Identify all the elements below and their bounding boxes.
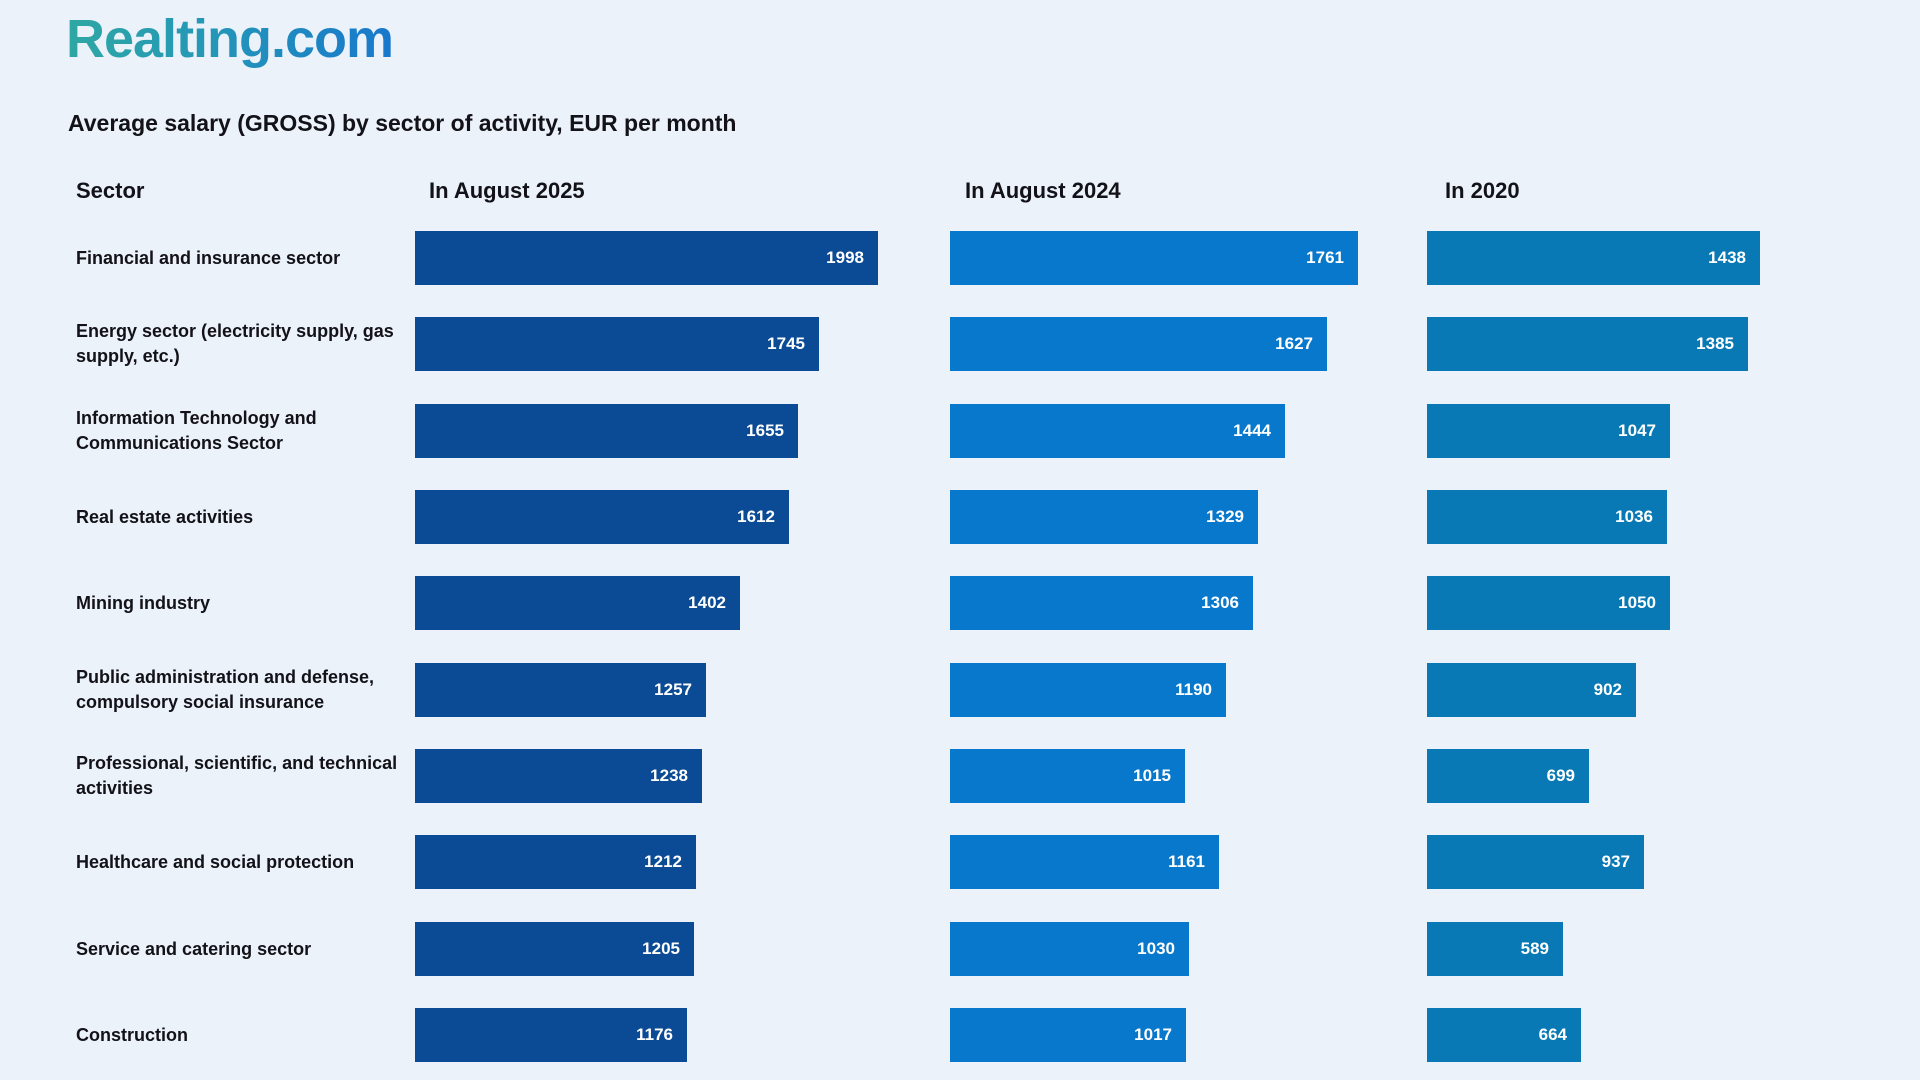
- bar-value: 1017: [1134, 1025, 1172, 1044]
- bar-value: 1444: [1233, 421, 1271, 440]
- bar-aug-2025: 1238: [415, 749, 702, 803]
- bar-aug-2024: 1329: [950, 490, 1258, 544]
- bar-value: 902: [1593, 680, 1622, 699]
- bar-value: 1329: [1206, 507, 1244, 526]
- bar-value: 1627: [1275, 334, 1313, 353]
- bar-aug-2024: 1444: [950, 404, 1285, 458]
- bar-value: 1036: [1615, 507, 1653, 526]
- bar-value: 1385: [1696, 334, 1734, 353]
- sector-label: Construction: [76, 1024, 188, 1045]
- bar-aug-2025: 1612: [415, 490, 789, 544]
- chart-row: Information Technology and Communication…: [0, 404, 1920, 458]
- bar-aug-2024: 1161: [950, 835, 1219, 889]
- bar-2020: 1438: [1427, 231, 1760, 285]
- bar-2020: 664: [1427, 1008, 1581, 1062]
- bar-value: 1190: [1175, 680, 1212, 699]
- bar-2020: 589: [1427, 922, 1563, 976]
- bar-value: 937: [1601, 852, 1630, 871]
- bar-value: 1030: [1137, 939, 1175, 958]
- bar-aug-2024: 1761: [950, 231, 1358, 285]
- chart-row: Construction 1176 1017 664: [0, 1008, 1920, 1062]
- bar-aug-2025: 1257: [415, 663, 706, 717]
- column-header-2020: In 2020: [1445, 178, 1520, 203]
- chart-row: Mining industry 1402 1306 1050: [0, 576, 1920, 630]
- sector-label: Information Technology and Communication…: [76, 408, 317, 453]
- sector-label: Financial and insurance sector: [76, 247, 341, 268]
- sector-label: Energy sector (electricity supply, gas s…: [76, 321, 394, 366]
- bar-value: 1257: [654, 680, 692, 699]
- chart-row: Service and catering sector 1205 1030 589: [0, 922, 1920, 976]
- column-header-aug-2024: In August 2024: [965, 178, 1121, 203]
- bar-value: 589: [1520, 939, 1549, 958]
- bar-value: 1015: [1133, 766, 1171, 785]
- sector-label: Public administration and defense, compu…: [76, 667, 375, 712]
- bar-2020: 937: [1427, 835, 1644, 889]
- bar-aug-2024: 1017: [950, 1008, 1186, 1062]
- bar-aug-2025: 1745: [415, 317, 819, 371]
- bar-aug-2024: 1306: [950, 576, 1253, 630]
- chart-row: Public administration and defense, compu…: [0, 663, 1920, 717]
- bar-value: 1205: [642, 939, 680, 958]
- chart-row: Professional, scientific, and technical …: [0, 749, 1920, 803]
- realting-logo: Realting.com: [66, 9, 394, 69]
- chart-row: Financial and insurance sector 1998 1761 14…: [0, 231, 1920, 285]
- bar-value: 1655: [746, 421, 784, 440]
- bar-aug-2024: 1015: [950, 749, 1185, 803]
- bar-2020: 1047: [1427, 404, 1670, 458]
- bar-value: 1745: [767, 334, 805, 353]
- bar-aug-2025: 1655: [415, 404, 798, 458]
- bar-aug-2025: 1212: [415, 835, 696, 889]
- bar-value: 1761: [1306, 248, 1344, 267]
- bar-value: 1998: [826, 248, 864, 267]
- chart-row: Energy sector (electricity supply, gas s…: [0, 317, 1920, 371]
- bar-2020: 1036: [1427, 490, 1667, 544]
- sector-label: Service and catering sector: [76, 938, 312, 959]
- sector-label: Real estate activities: [76, 506, 254, 527]
- bar-aug-2025: 1176: [415, 1008, 687, 1062]
- chart-row: Real estate activities 1612 1329 1036: [0, 490, 1920, 544]
- bar-aug-2025: 1998: [415, 231, 878, 285]
- bar-aug-2024: 1190: [950, 663, 1226, 717]
- bar-aug-2024: 1627: [950, 317, 1327, 371]
- sector-label: Mining industry: [76, 592, 210, 613]
- bar-value: 1306: [1201, 593, 1239, 612]
- bar-2020: 1385: [1427, 317, 1748, 371]
- chart-title: Average salary (GROSS) by sector of acti…: [68, 110, 737, 136]
- bar-2020: 699: [1427, 749, 1589, 803]
- bar-aug-2025: 1402: [415, 576, 740, 630]
- bar-value: 1047: [1618, 421, 1656, 440]
- bar-value: 1438: [1708, 248, 1746, 267]
- chart-row: Healthcare and social protection 1212 1161…: [0, 835, 1920, 889]
- bar-value: 1612: [737, 507, 775, 526]
- bar-value: 664: [1538, 1025, 1567, 1044]
- bar-value: 1238: [650, 766, 688, 785]
- bar-value: 699: [1546, 766, 1575, 785]
- bar-value: 1161: [1168, 852, 1205, 871]
- bar-2020: 902: [1427, 663, 1636, 717]
- bar-value: 1176: [636, 1025, 673, 1044]
- bar-value: 1050: [1618, 593, 1656, 612]
- column-header-aug-2025: In August 2025: [429, 178, 585, 203]
- sector-label: Healthcare and social protection: [76, 851, 355, 872]
- bar-value: 1402: [688, 593, 726, 612]
- bar-aug-2025: 1205: [415, 922, 694, 976]
- column-header-sector: Sector: [76, 178, 145, 203]
- bar-value: 1212: [644, 852, 682, 871]
- sector-label: Professional, scientific, and technical …: [76, 753, 398, 798]
- bar-2020: 1050: [1427, 576, 1670, 630]
- bar-aug-2024: 1030: [950, 922, 1189, 976]
